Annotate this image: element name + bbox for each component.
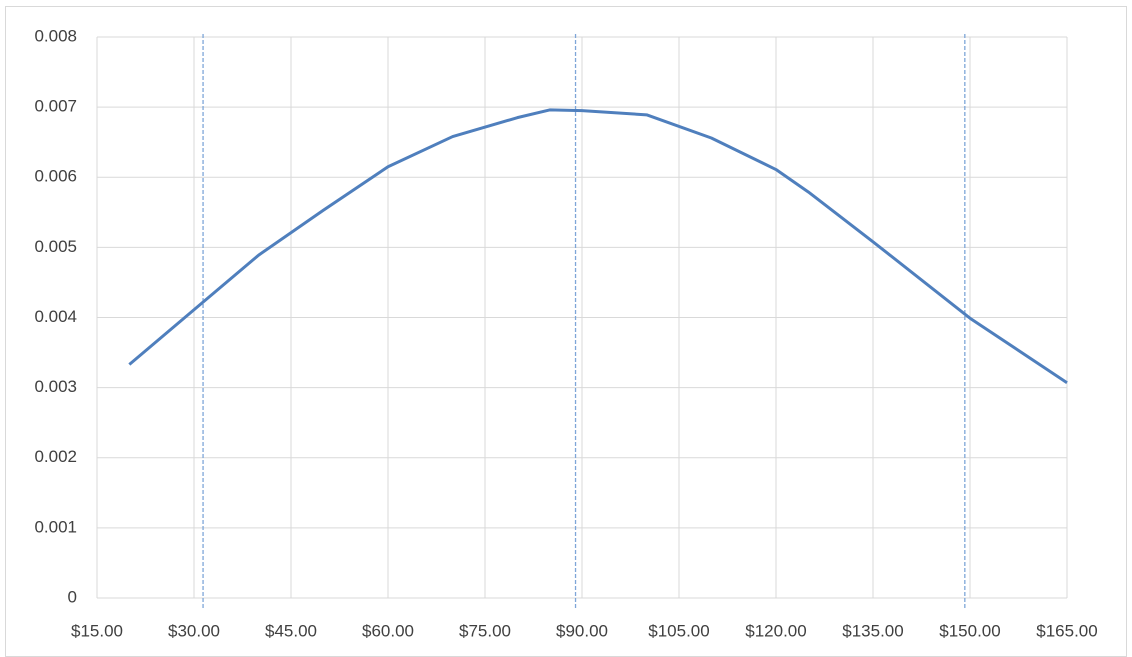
x-tick-label: $90.00: [556, 621, 608, 640]
y-tick-label: 0.005: [34, 237, 77, 256]
y-tick-label: 0.003: [34, 377, 77, 396]
y-tick-label: 0.002: [34, 447, 77, 466]
x-tick-label: $45.00: [265, 621, 317, 640]
x-tick-label: $135.00: [842, 621, 903, 640]
x-tick-label: $165.00: [1036, 621, 1097, 640]
data-line: [128, 108, 1068, 384]
y-tick-label: 0.007: [34, 97, 77, 116]
x-tick-label: $150.00: [939, 621, 1000, 640]
chart-frame: [5, 6, 1127, 657]
x-tick-label: $60.00: [362, 621, 414, 640]
x-tick-label: $120.00: [745, 621, 806, 640]
y-tick-label: 0.004: [34, 307, 77, 326]
x-tick-label: $15.00: [71, 621, 123, 640]
x-tick-label: $30.00: [168, 621, 220, 640]
y-tick-label: 0.006: [34, 167, 77, 186]
y-tick-label: 0.001: [34, 517, 77, 536]
x-tick-label: $105.00: [648, 621, 709, 640]
x-tick-label: $75.00: [459, 621, 511, 640]
y-tick-label: 0: [68, 587, 77, 606]
y-tick-label: 0.008: [34, 26, 77, 45]
